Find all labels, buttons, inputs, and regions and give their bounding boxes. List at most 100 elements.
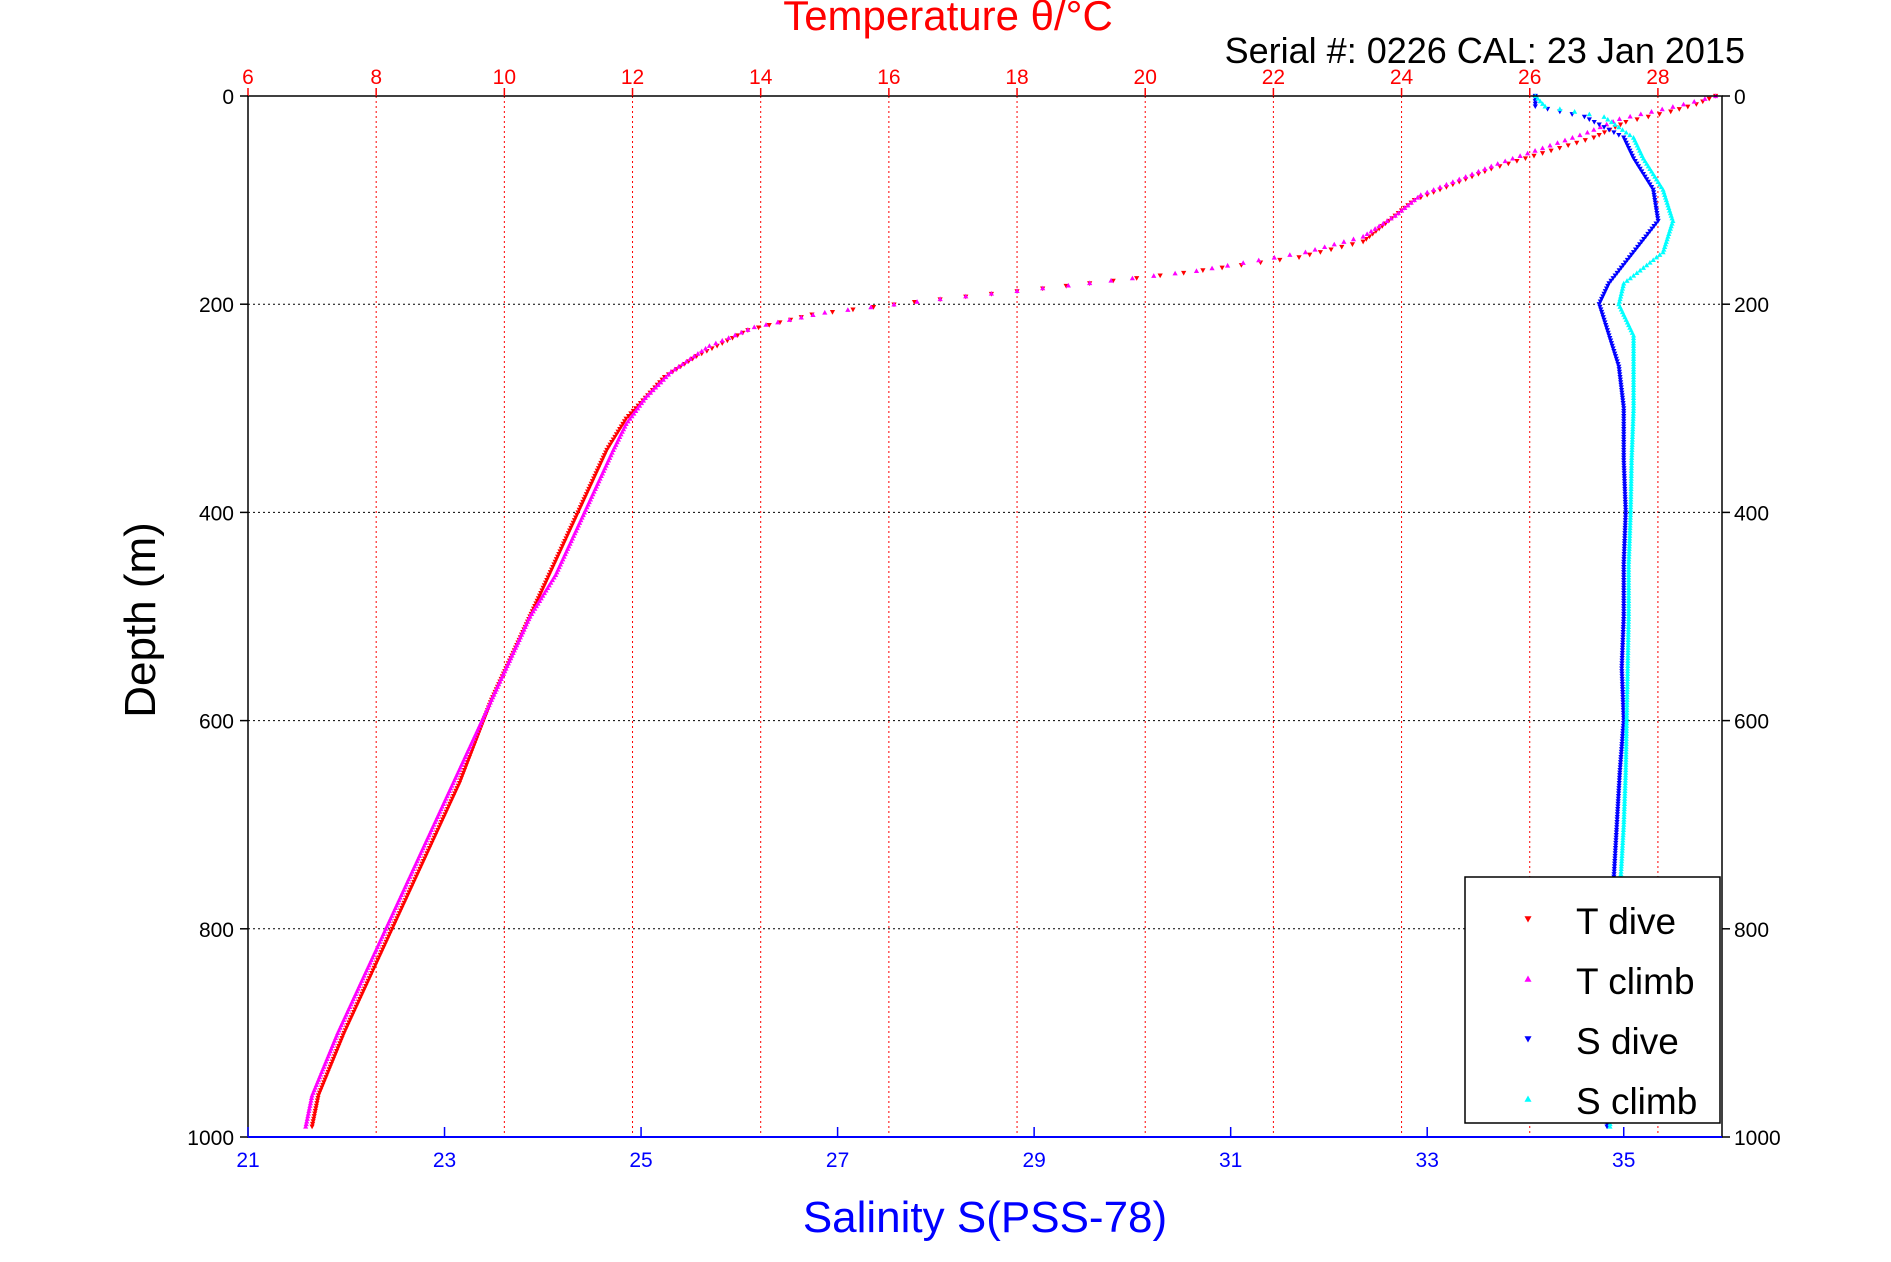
data-point-t-climb-394	[304, 1118, 310, 1124]
data-point-t-climb-13	[1591, 127, 1597, 132]
data-point-s-climb-79	[1616, 298, 1623, 304]
data-point-s-climb-157	[1628, 501, 1634, 507]
data-point-t-dive-269	[450, 793, 457, 799]
data-point-s-dive-45	[1654, 211, 1660, 216]
data-point-s-dive-65	[1620, 263, 1626, 268]
data-point-t-dive-288	[428, 843, 434, 849]
data-point-s-climb-276	[1621, 811, 1627, 817]
data-point-s-dive-281	[1614, 825, 1620, 830]
data-point-s-climb-286	[1620, 837, 1626, 843]
data-point-s-dive-16	[1621, 135, 1627, 141]
data-point-s-dive-272	[1615, 801, 1621, 807]
data-point-t-climb-42	[1405, 202, 1411, 208]
data-point-s-dive-20	[1626, 145, 1632, 151]
data-point-s-climb-7	[1586, 111, 1592, 117]
data-point-t-climb-122	[631, 410, 637, 416]
data-point-s-dive-225	[1619, 679, 1625, 685]
data-point-s-climb-99	[1630, 351, 1637, 356]
tick-label-bottom-21: 21	[236, 1149, 259, 1172]
data-point-t-climb-96	[706, 343, 713, 348]
data-point-s-dive-95	[1608, 341, 1615, 346]
data-point-t-dive-298	[416, 869, 422, 875]
tick-label-top-16: 16	[877, 66, 900, 89]
data-point-t-climb-80	[891, 301, 897, 307]
data-point-t-dive-8	[1645, 114, 1651, 120]
data-point-s-climb-127	[1630, 423, 1636, 429]
data-point-t-climb-116	[642, 395, 648, 400]
data-point-t-dive-259	[461, 767, 468, 773]
legend-marker-t-dive	[1524, 916, 1532, 923]
data-point-t-climb-389	[306, 1105, 313, 1111]
data-point-t-dive-393	[311, 1116, 317, 1122]
data-point-s-climb-156	[1628, 499, 1634, 505]
data-point-s-dive-98	[1611, 348, 1617, 354]
data-point-t-dive-24	[1522, 156, 1529, 162]
data-point-t-dive-350	[353, 1004, 359, 1010]
data-point-s-climb-161	[1627, 512, 1634, 518]
data-point-s-dive-172	[1621, 541, 1628, 547]
data-point-s-dive-106	[1616, 369, 1623, 375]
data-point-s-dive-96	[1609, 343, 1615, 349]
data-point-t-dive-82	[850, 307, 856, 313]
data-point-t-climb-49	[1380, 220, 1386, 226]
data-point-t-climb-67	[1193, 268, 1200, 273]
data-point-t-dive-25	[1514, 158, 1520, 164]
data-point-s-climb-271	[1622, 798, 1628, 804]
data-point-s-climb-61	[1657, 252, 1663, 257]
data-point-t-dive-176	[556, 551, 562, 557]
data-point-s-dive-157	[1622, 502, 1629, 508]
data-point-t-dive-366	[335, 1046, 341, 1052]
data-point-t-dive-257	[463, 762, 470, 768]
data-point-t-dive-79	[911, 300, 918, 305]
data-point-t-climb-68	[1172, 270, 1178, 276]
data-point-s-dive-208	[1620, 635, 1626, 640]
data-point-t-dive-180	[551, 562, 557, 568]
data-point-s-climb-172	[1626, 541, 1633, 546]
data-point-t-climb-2	[1691, 98, 1697, 104]
data-point-t-dive-273	[446, 804, 452, 810]
data-point-t-climb-17	[1562, 137, 1568, 143]
data-point-t-dive-331	[376, 955, 382, 961]
data-point-s-dive-203	[1620, 622, 1627, 627]
data-point-s-dive-212	[1619, 645, 1626, 651]
data-point-s-dive-185	[1621, 575, 1627, 581]
tick-label-left-0: 0	[222, 86, 234, 109]
data-point-t-dive-320	[389, 926, 395, 932]
data-point-s-dive-129	[1621, 429, 1627, 435]
data-point-t-dive-152	[585, 489, 591, 495]
data-point-t-dive-281	[436, 825, 442, 830]
data-point-t-climb-119	[636, 403, 643, 408]
data-point-s-dive-130	[1621, 432, 1627, 437]
data-point-s-dive-164	[1622, 520, 1628, 526]
data-point-s-dive-173	[1621, 544, 1628, 549]
data-point-t-dive-297	[417, 866, 423, 872]
data-point-t-dive-318	[391, 921, 398, 927]
data-point-t-dive-138	[601, 453, 608, 458]
tick-label-bottom-27: 27	[826, 1149, 849, 1172]
data-point-s-climb-241	[1624, 720, 1630, 726]
data-point-t-climb-94	[719, 337, 725, 343]
data-point-s-climb-173	[1626, 543, 1632, 549]
data-point-t-dive-355	[347, 1017, 353, 1023]
data-point-t-climb-48	[1384, 218, 1390, 223]
data-point-s-climb-192	[1626, 593, 1632, 598]
data-point-t-dive-329	[378, 950, 384, 955]
data-point-s-dive-214	[1619, 650, 1625, 656]
data-point-t-dive-154	[582, 494, 588, 500]
data-point-t-climb-4	[1670, 104, 1676, 109]
data-point-s-dive-171	[1622, 538, 1628, 544]
data-point-s-climb-281	[1620, 824, 1627, 830]
data-point-s-dive-245	[1620, 731, 1626, 737]
data-point-t-climb-124	[627, 416, 633, 421]
data-point-t-dive-185	[545, 575, 551, 581]
data-point-s-climb-133	[1629, 439, 1635, 445]
data-point-s-dive-222	[1619, 671, 1625, 677]
data-point-t-climb-71	[1108, 278, 1114, 283]
data-point-s-climb-212	[1625, 645, 1631, 650]
data-point-s-climb-102	[1630, 358, 1637, 364]
data-point-s-climb-235	[1624, 704, 1630, 710]
data-point-s-dive-105	[1616, 367, 1622, 372]
data-point-t-dive-380	[320, 1082, 326, 1088]
data-point-s-dive-152	[1622, 489, 1628, 495]
data-point-t-dive-283	[434, 830, 440, 836]
